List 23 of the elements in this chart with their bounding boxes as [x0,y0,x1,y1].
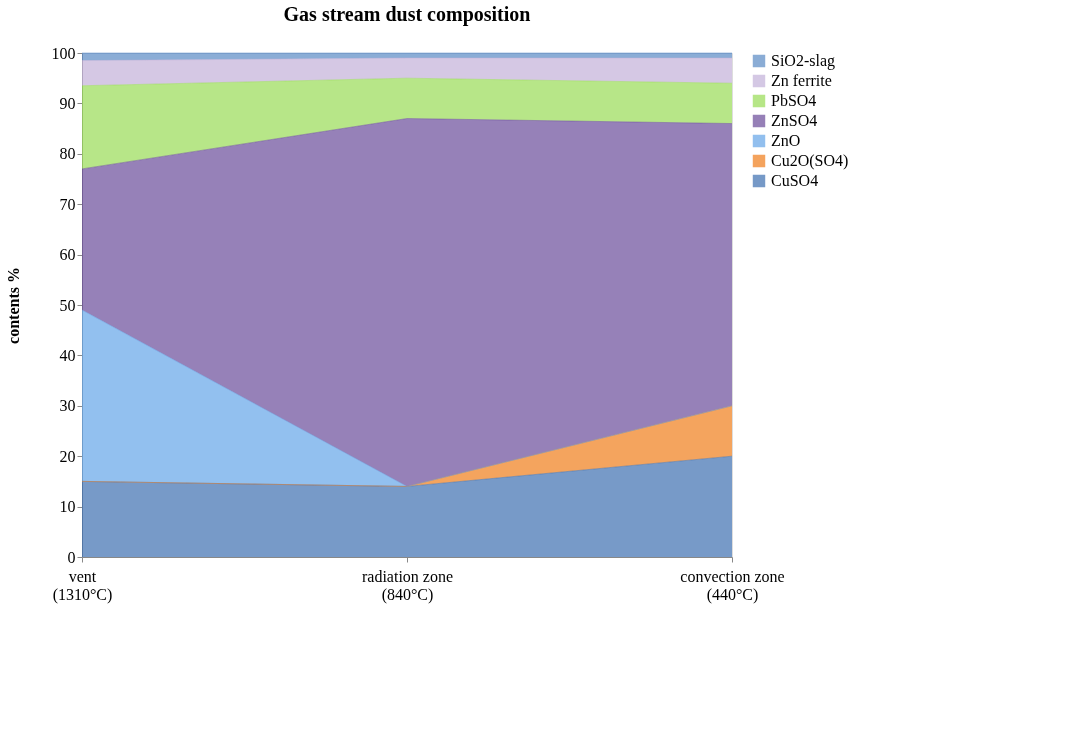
y-tick-label: 20 [59,447,76,465]
legend-label: ZnO [771,132,801,149]
y-tick-label: 0 [67,548,76,566]
legend-label: SiO2-slag [771,52,835,70]
y-tick-label: 70 [59,195,76,213]
x-tick-label: convection zone (440°C) [680,567,785,604]
y-axis-title: contents % [4,267,22,344]
y-tick-label: 30 [59,397,76,415]
y-tick-label: 50 [59,296,76,314]
y-tick-label: 60 [59,246,76,264]
y-tick-label: 10 [59,498,76,516]
legend-label: PbSO4 [771,92,817,109]
x-tick-label: radiation zone (840°C) [361,567,454,604]
x-tick-label: vent (1310°C) [52,567,113,604]
legend-label: CuSO4 [771,172,819,189]
legend-label: Zn ferrite [771,72,832,89]
y-tick-label: 90 [59,94,76,112]
legend-label: Cu2O(SO4) [771,152,849,170]
y-tick-label: 80 [59,145,76,163]
y-tick-label: 40 [59,346,76,364]
y-tick-label: 100 [51,44,76,62]
legend-label: ZnSO4 [771,112,818,129]
chart-title: Gas stream dust composition [283,3,531,26]
